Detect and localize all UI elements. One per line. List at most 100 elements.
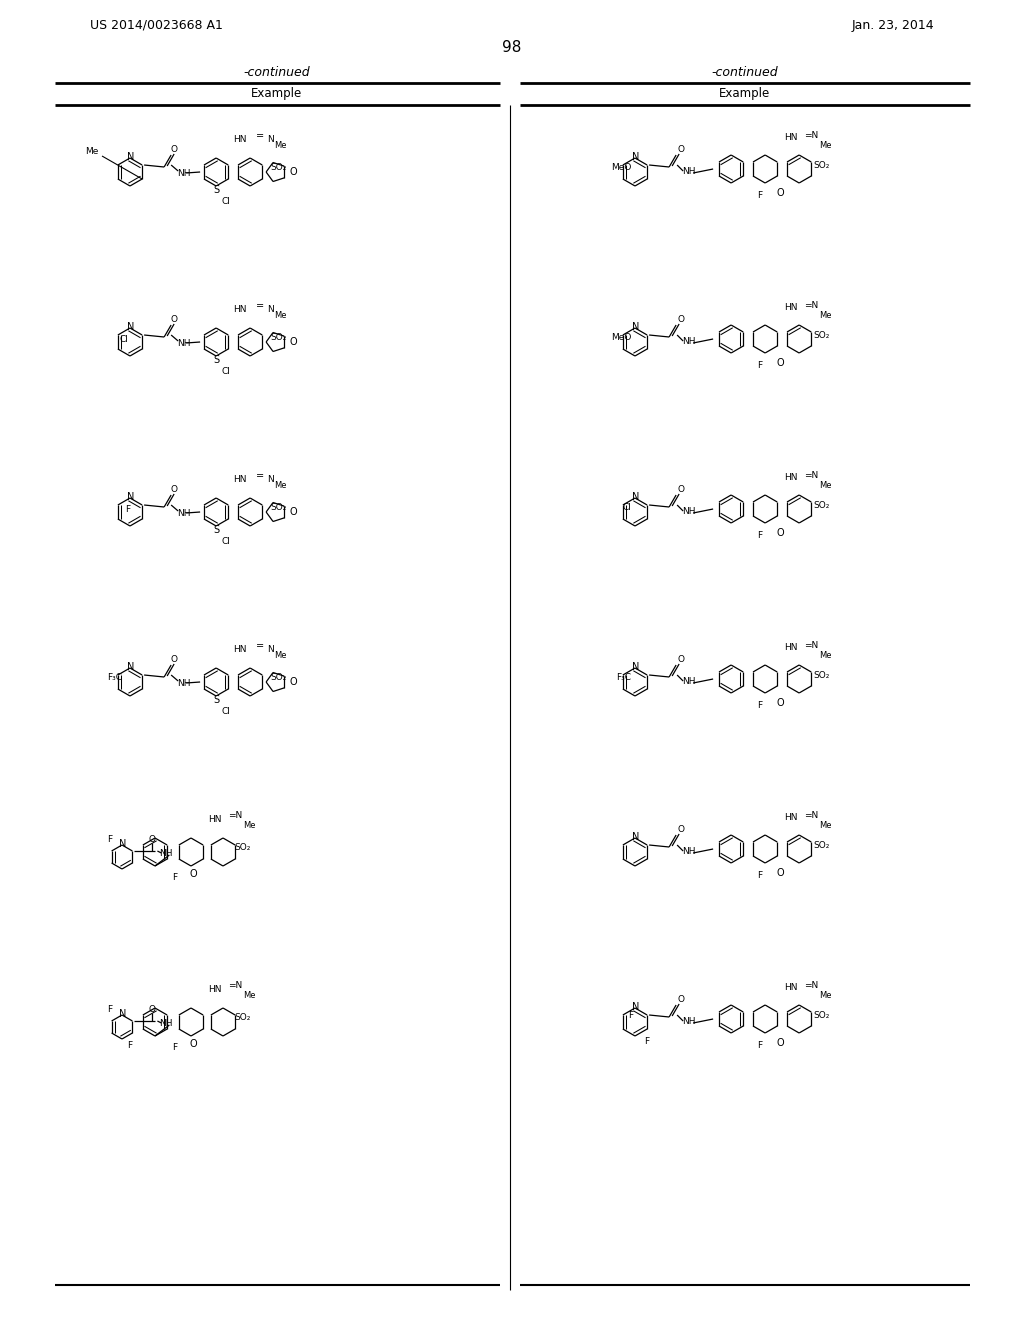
Text: S: S <box>213 185 219 195</box>
Text: O: O <box>678 314 685 323</box>
Text: Me: Me <box>819 310 831 319</box>
Text: SO₂: SO₂ <box>813 1011 829 1019</box>
Text: SO₂: SO₂ <box>813 500 829 510</box>
Text: SO₂: SO₂ <box>234 1014 251 1023</box>
Text: O: O <box>171 484 177 494</box>
Text: =: = <box>256 642 264 651</box>
Text: Me: Me <box>85 148 98 157</box>
Text: O: O <box>776 1038 784 1048</box>
Text: =: = <box>256 301 264 312</box>
Text: MeO: MeO <box>610 333 631 342</box>
Text: Me: Me <box>273 141 287 150</box>
Text: F: F <box>758 191 763 201</box>
Text: Me: Me <box>273 482 287 491</box>
Text: O: O <box>189 1039 197 1049</box>
Text: N: N <box>632 152 640 162</box>
Text: 98: 98 <box>503 41 521 55</box>
Text: SO₂: SO₂ <box>813 330 829 339</box>
Text: O: O <box>776 358 784 368</box>
Text: O: O <box>290 168 297 177</box>
Text: Cl: Cl <box>119 334 128 343</box>
Text: HN: HN <box>208 816 222 825</box>
Text: =N: =N <box>228 982 242 990</box>
Text: N: N <box>127 152 135 162</box>
Text: O: O <box>290 337 297 347</box>
Text: O: O <box>776 528 784 539</box>
Text: SO₂: SO₂ <box>270 503 287 512</box>
Text: F: F <box>758 871 763 880</box>
Text: -continued: -continued <box>712 66 778 78</box>
Text: N: N <box>632 1002 640 1012</box>
Text: O: O <box>189 869 197 879</box>
Text: HN: HN <box>784 132 798 141</box>
Text: F: F <box>108 834 113 843</box>
Text: O: O <box>171 144 177 153</box>
Text: -continued: -continued <box>244 66 310 78</box>
Text: SO₂: SO₂ <box>234 843 251 853</box>
Text: Cl: Cl <box>221 367 230 375</box>
Text: F: F <box>108 1005 113 1014</box>
Text: Example: Example <box>251 87 303 100</box>
Text: Me: Me <box>273 652 287 660</box>
Text: O: O <box>290 507 297 517</box>
Text: SO₂: SO₂ <box>270 334 287 342</box>
Text: F: F <box>125 504 130 513</box>
Text: Cl: Cl <box>221 706 230 715</box>
Text: Me: Me <box>243 991 255 1001</box>
Text: =: = <box>256 471 264 480</box>
Text: NH: NH <box>682 847 696 857</box>
Text: S: S <box>213 696 219 705</box>
Text: NH: NH <box>177 169 190 177</box>
Text: =N: =N <box>804 981 818 990</box>
Text: N: N <box>266 305 273 314</box>
Text: NH: NH <box>682 168 696 177</box>
Text: HN: HN <box>784 473 798 482</box>
Text: NH: NH <box>682 677 696 686</box>
Text: O: O <box>678 484 685 494</box>
Text: O: O <box>678 825 685 833</box>
Text: =N: =N <box>228 812 242 821</box>
Text: =N: =N <box>804 640 818 649</box>
Text: O: O <box>171 655 177 664</box>
Text: HN: HN <box>233 305 247 314</box>
Text: F: F <box>758 1041 763 1051</box>
Text: Example: Example <box>720 87 771 100</box>
Text: N: N <box>632 322 640 333</box>
Text: O: O <box>171 314 177 323</box>
Text: =N: =N <box>804 131 818 140</box>
Text: N: N <box>127 492 135 502</box>
Text: Me: Me <box>819 821 831 829</box>
Text: F: F <box>758 701 763 710</box>
Text: N: N <box>632 492 640 502</box>
Text: HN: HN <box>784 982 798 991</box>
Text: N: N <box>266 645 273 655</box>
Text: O: O <box>148 1005 156 1014</box>
Text: O: O <box>776 869 784 878</box>
Text: SO₂: SO₂ <box>270 164 287 173</box>
Text: US 2014/0023668 A1: US 2014/0023668 A1 <box>90 18 223 32</box>
Text: Cl: Cl <box>221 197 230 206</box>
Text: O: O <box>678 994 685 1003</box>
Text: SO₂: SO₂ <box>813 671 829 680</box>
Text: N: N <box>632 832 640 842</box>
Text: N: N <box>266 136 273 144</box>
Text: =: = <box>256 131 264 141</box>
Text: MeO: MeO <box>610 162 631 172</box>
Text: O: O <box>776 698 784 708</box>
Text: Me: Me <box>819 990 831 999</box>
Text: N: N <box>127 663 135 672</box>
Text: N: N <box>120 1008 127 1019</box>
Text: S: S <box>213 355 219 366</box>
Text: NH: NH <box>177 338 190 347</box>
Text: F₃C: F₃C <box>108 672 122 681</box>
Text: Me: Me <box>819 140 831 149</box>
Text: Jan. 23, 2014: Jan. 23, 2014 <box>851 18 934 32</box>
Text: O: O <box>148 834 156 843</box>
Text: N: N <box>127 322 135 333</box>
Text: S: S <box>213 525 219 535</box>
Text: HN: HN <box>208 986 222 994</box>
Text: Me: Me <box>273 312 287 321</box>
Text: HN: HN <box>784 643 798 652</box>
Text: NH: NH <box>682 507 696 516</box>
Text: HN: HN <box>784 813 798 821</box>
